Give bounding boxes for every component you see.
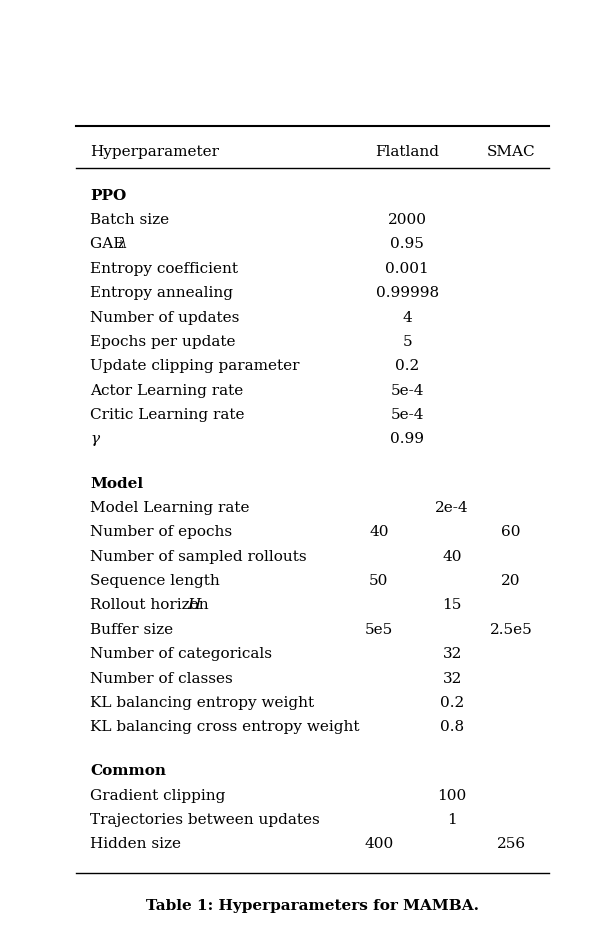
Text: Number of categoricals: Number of categoricals <box>90 647 273 661</box>
Text: Critic Learning rate: Critic Learning rate <box>90 408 245 422</box>
Text: Number of epochs: Number of epochs <box>90 526 232 539</box>
Text: Flatland: Flatland <box>375 145 439 158</box>
Text: Trajectories between updates: Trajectories between updates <box>90 813 320 827</box>
Text: 2.5e5: 2.5e5 <box>490 623 533 637</box>
Text: 60: 60 <box>501 526 521 539</box>
Text: 0.99: 0.99 <box>390 432 424 447</box>
Text: H: H <box>187 598 201 612</box>
Text: GAE: GAE <box>90 237 130 252</box>
Text: 400: 400 <box>364 837 393 852</box>
Text: Model Learning rate: Model Learning rate <box>90 501 250 515</box>
Text: Rollout horizon: Rollout horizon <box>90 598 214 612</box>
Text: 32: 32 <box>442 672 462 686</box>
Text: KL balancing entropy weight: KL balancing entropy weight <box>90 696 315 710</box>
Text: 15: 15 <box>442 598 462 612</box>
Text: Epochs per update: Epochs per update <box>90 335 236 349</box>
Text: 0.99998: 0.99998 <box>376 286 439 300</box>
Text: Buffer size: Buffer size <box>90 623 174 637</box>
Text: 0.95: 0.95 <box>390 237 424 252</box>
Text: 5: 5 <box>403 335 412 349</box>
Text: SMAC: SMAC <box>487 145 536 158</box>
Text: Common: Common <box>90 764 167 778</box>
Text: 20: 20 <box>501 574 521 588</box>
Text: 5e-4: 5e-4 <box>390 383 424 398</box>
Text: 0.2: 0.2 <box>440 696 464 710</box>
Text: Gradient clipping: Gradient clipping <box>90 788 226 803</box>
Text: Entropy annealing: Entropy annealing <box>90 286 234 300</box>
Text: Number of sampled rollouts: Number of sampled rollouts <box>90 550 307 563</box>
Text: Batch size: Batch size <box>90 213 170 227</box>
Text: 50: 50 <box>369 574 389 588</box>
Text: Number of classes: Number of classes <box>90 672 233 686</box>
Text: γ: γ <box>90 432 99 447</box>
Text: Hidden size: Hidden size <box>90 837 181 852</box>
Text: Entropy coefficient: Entropy coefficient <box>90 262 239 276</box>
Text: 256: 256 <box>497 837 526 852</box>
Text: 2e-4: 2e-4 <box>436 501 469 515</box>
Text: 0.001: 0.001 <box>386 262 429 276</box>
Text: 2000: 2000 <box>388 213 426 227</box>
Text: Hyperparameter: Hyperparameter <box>90 145 220 158</box>
Text: PPO: PPO <box>90 188 127 203</box>
Text: 5e-4: 5e-4 <box>390 408 424 422</box>
Text: KL balancing cross entropy weight: KL balancing cross entropy weight <box>90 721 360 734</box>
Text: Sequence length: Sequence length <box>90 574 220 588</box>
Text: 0.8: 0.8 <box>440 721 464 734</box>
Text: 40: 40 <box>369 526 389 539</box>
Text: 5e5: 5e5 <box>365 623 393 637</box>
Text: Number of updates: Number of updates <box>90 311 240 325</box>
Text: 4: 4 <box>403 311 412 325</box>
Text: Table 1: Hyperparameters for MAMBA.: Table 1: Hyperparameters for MAMBA. <box>146 899 479 913</box>
Text: λ: λ <box>118 237 127 252</box>
Text: Model: Model <box>90 477 143 491</box>
Text: 32: 32 <box>442 647 462 661</box>
Text: Update clipping parameter: Update clipping parameter <box>90 359 300 373</box>
Text: Actor Learning rate: Actor Learning rate <box>90 383 243 398</box>
Text: 40: 40 <box>442 550 462 563</box>
Text: 1: 1 <box>447 813 457 827</box>
Text: 0.2: 0.2 <box>395 359 419 373</box>
Text: 100: 100 <box>437 788 467 803</box>
